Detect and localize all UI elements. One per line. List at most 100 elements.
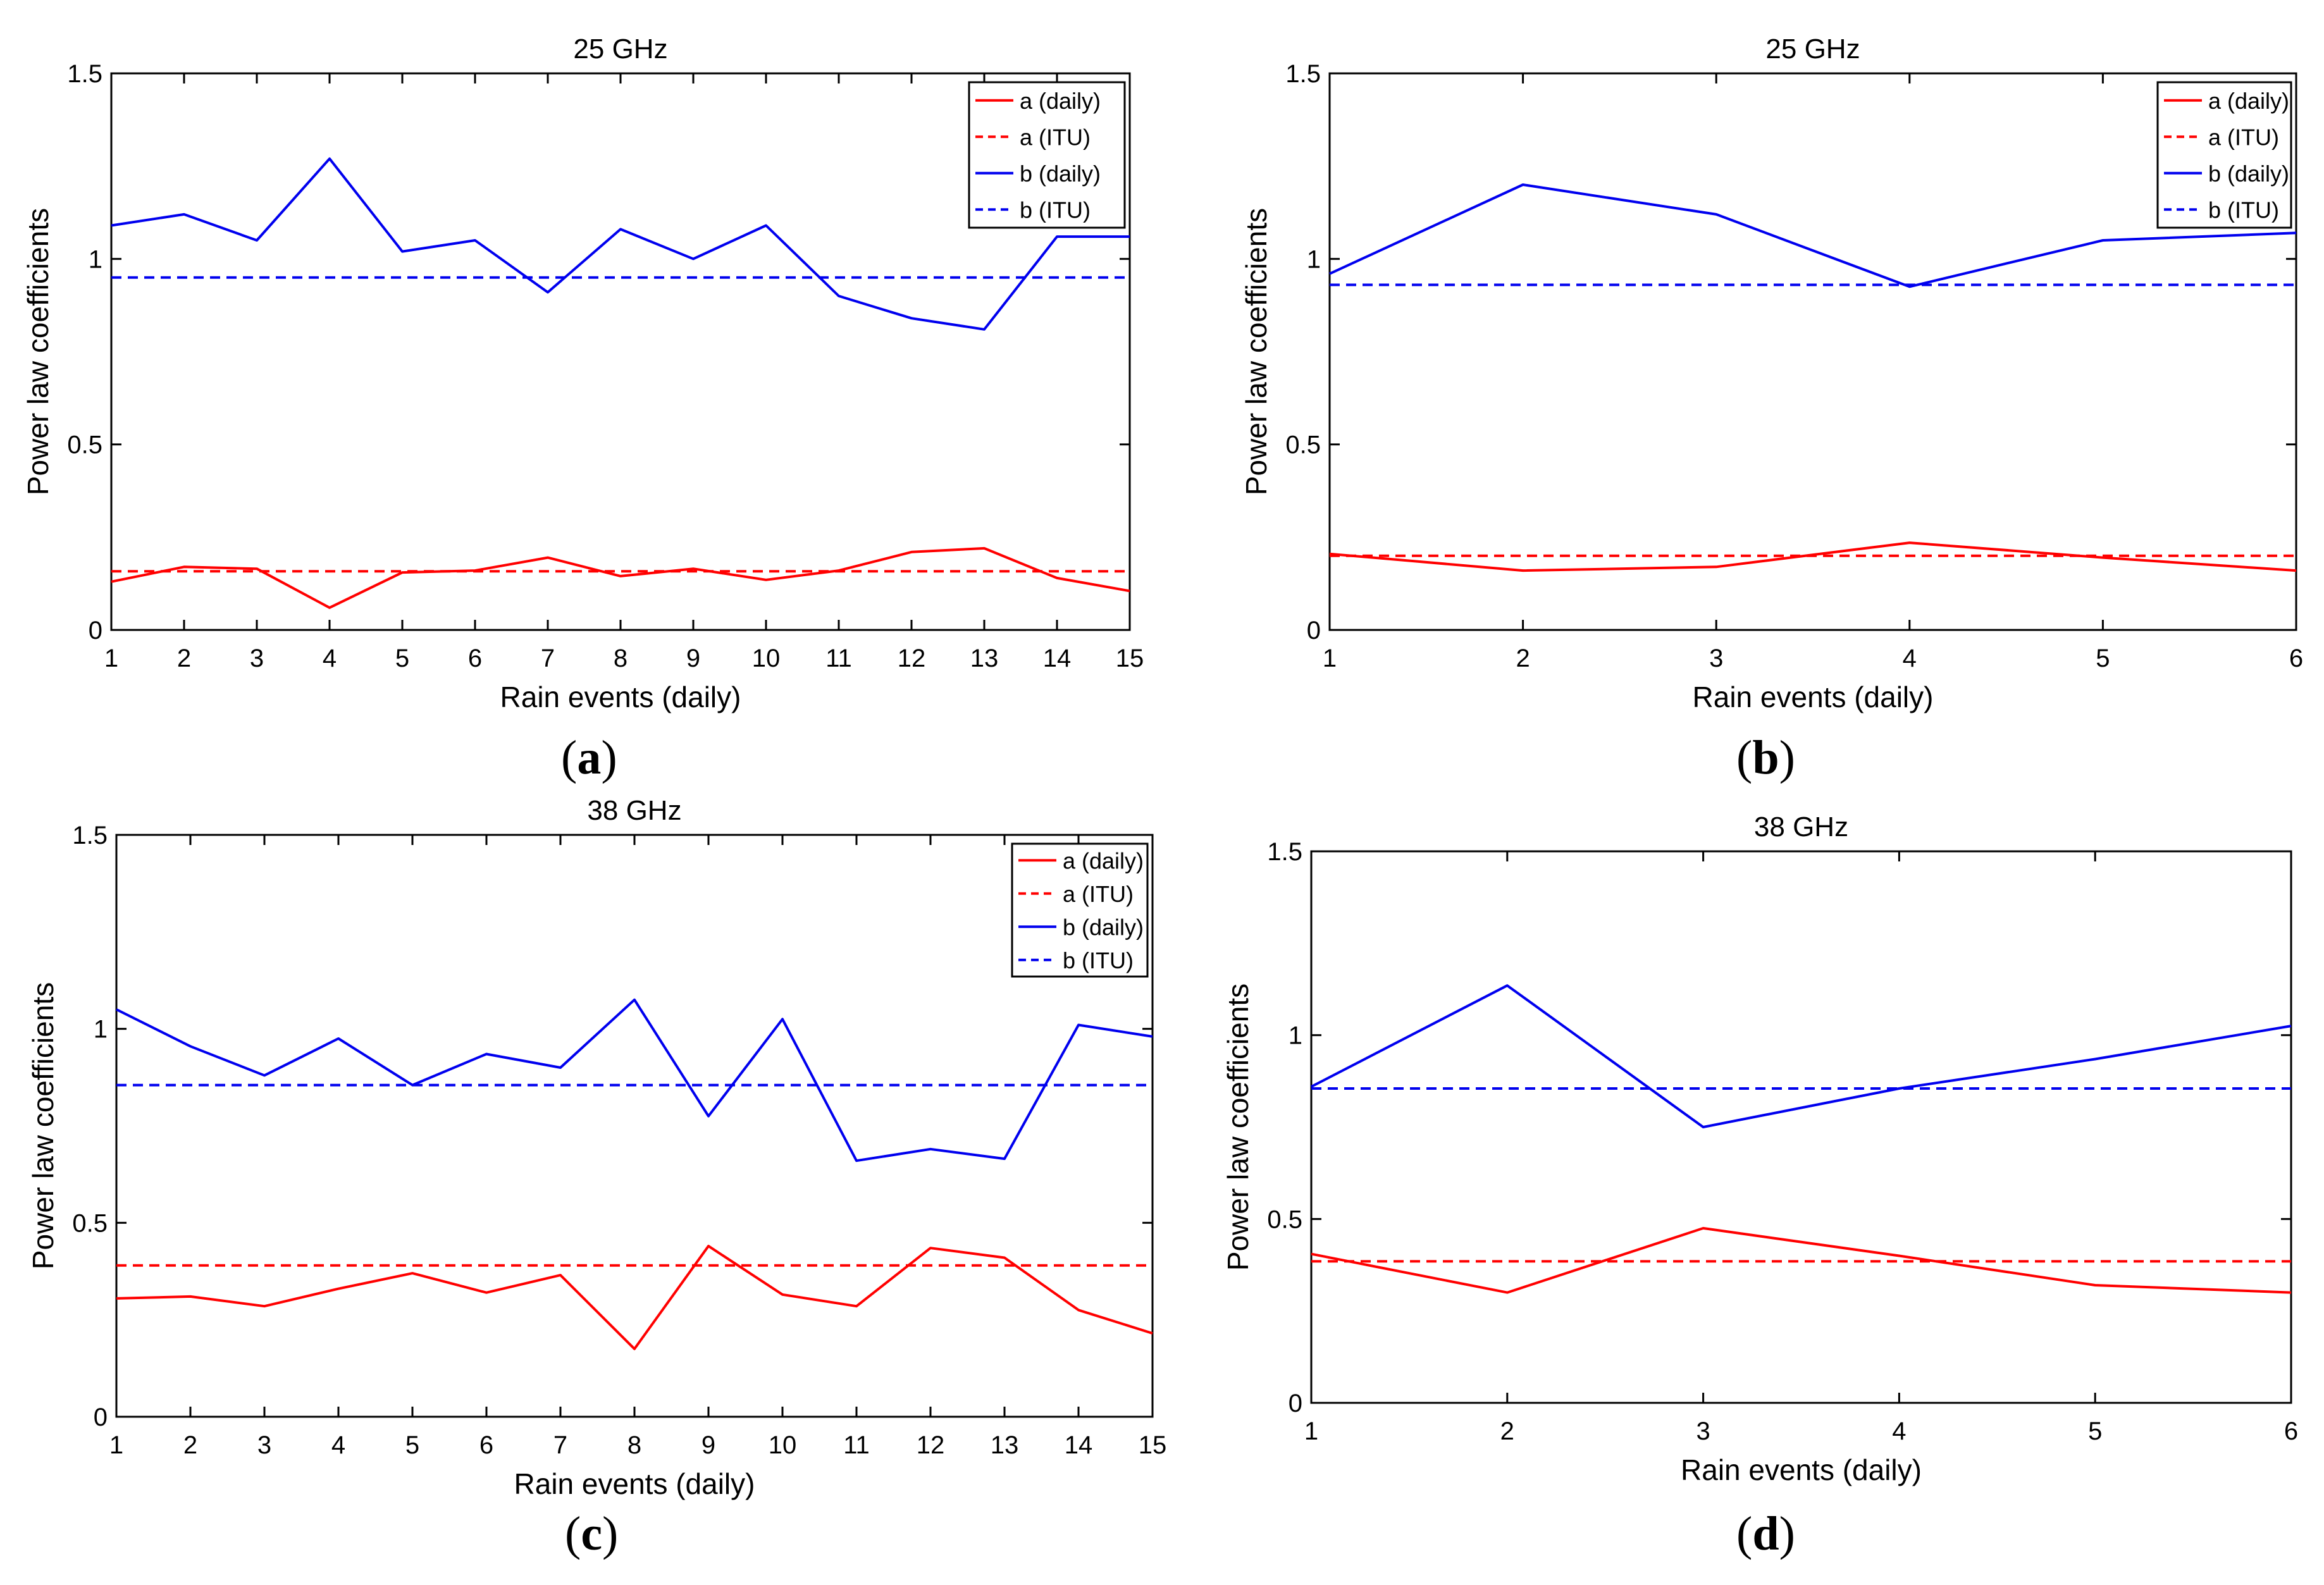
- x-tick-label: 2: [1500, 1417, 1514, 1445]
- x-tick-label: 5: [395, 644, 409, 672]
- chart-title: 38 GHz: [587, 795, 681, 826]
- y-tick-label: 1.5: [67, 60, 102, 88]
- x-tick-label: 1: [1304, 1417, 1318, 1445]
- chart-title: 25 GHz: [1765, 34, 1860, 65]
- series-a-daily: [1311, 1226, 2292, 1294]
- series-b-daily: [111, 157, 1130, 331]
- x-tick-label: 3: [1709, 644, 1723, 672]
- x-tick-label: 6: [2289, 644, 2303, 672]
- x-tick-label: 4: [331, 1431, 345, 1459]
- chart-title: 25 GHz: [573, 34, 667, 65]
- legend-label: b (daily): [1063, 914, 1144, 940]
- y-axis-label: Power law coefficients: [1221, 984, 1254, 1271]
- series-b-daily: [1329, 183, 2297, 288]
- y-axis-label: Power law coefficients: [27, 982, 59, 1269]
- x-tick-label: 6: [2284, 1417, 2298, 1445]
- x-tick-label: 2: [177, 644, 191, 672]
- axes-box: [1328, 72, 2297, 631]
- y-tick-label: 1: [94, 1016, 108, 1044]
- x-axis-label: Rain events (daily): [514, 1467, 755, 1500]
- panel-label-a: (a): [561, 731, 617, 784]
- legend-box: [968, 81, 1126, 229]
- x-tick-label: 14: [1065, 1431, 1093, 1459]
- series-a-daily: [111, 546, 1130, 609]
- legend-label: a (ITU): [1063, 881, 1134, 907]
- legend-label: b (daily): [1020, 161, 1101, 187]
- x-tick-label: 12: [898, 644, 926, 672]
- legend: a (daily) a (ITU) b (daily) b (ITU): [2156, 81, 2292, 229]
- y-tick-label: 0.5: [72, 1209, 108, 1237]
- y-tick-label: 0.5: [1285, 431, 1321, 459]
- y-tick-label: 1: [89, 245, 102, 273]
- x-tick-label: 1: [109, 1431, 123, 1459]
- x-tick-label: 7: [541, 644, 555, 672]
- series-b-daily: [116, 998, 1153, 1163]
- axes-box: [115, 834, 1154, 1418]
- x-tick-label: 5: [2088, 1417, 2102, 1445]
- y-tick-label: 1.5: [72, 822, 108, 849]
- x-tick-label: 11: [825, 644, 852, 672]
- chart-title: 38 GHz: [1754, 811, 1848, 842]
- chart-1: 25 GHz 1 2 3 4 5 6 0 0.5 1 1.5 Rain events (daily) P…: [1240, 34, 2303, 713]
- panel-label-b: (b): [1736, 731, 1795, 784]
- legend: a (daily) a (ITU) b (daily) b (ITU): [1011, 842, 1149, 978]
- y-tick-label: 0: [1307, 617, 1321, 644]
- legend-label: a (ITU): [2208, 124, 2279, 150]
- x-tick-label: 3: [1696, 1417, 1710, 1445]
- series-a-daily: [116, 1245, 1153, 1350]
- x-tick-label: 13: [991, 1431, 1019, 1459]
- legend-label: b (ITU): [1020, 197, 1091, 223]
- panel-label-c: (c): [565, 1507, 619, 1560]
- x-tick-label: 3: [257, 1431, 271, 1459]
- legend-label: a (daily): [2208, 88, 2289, 114]
- x-tick-label: 2: [1516, 644, 1530, 672]
- x-tick-label: 1: [104, 644, 118, 672]
- x-tick-label: 9: [702, 1431, 715, 1459]
- x-tick-label: 2: [183, 1431, 197, 1459]
- axes-box: [1310, 850, 2292, 1404]
- y-tick-label: 0: [94, 1403, 108, 1431]
- chart-3: 38 GHz 1 2 3 4 5 6 0 0.5 1 1.5 Rain events (daily) P…: [1221, 811, 2298, 1486]
- x-tick-label: 14: [1043, 644, 1072, 672]
- y-tick-label: 0.5: [1267, 1206, 1302, 1233]
- legend-label: b (daily): [2208, 161, 2289, 187]
- x-tick-label: 13: [970, 644, 999, 672]
- y-tick-label: 0: [1289, 1390, 1302, 1417]
- legend-label: b (ITU): [1063, 947, 1134, 973]
- legend-label: a (daily): [1063, 848, 1144, 873]
- y-tick-label: 0: [89, 617, 102, 644]
- y-tick-label: 1.5: [1267, 838, 1302, 866]
- x-axis-label: Rain events (daily): [1693, 681, 1934, 713]
- x-axis-label: Rain events (daily): [1681, 1453, 1922, 1486]
- x-tick-label: 10: [752, 644, 781, 672]
- x-tick-label: 1: [1323, 644, 1337, 672]
- series-b-daily: [1311, 984, 2292, 1128]
- legend-label: a (daily): [1020, 88, 1101, 114]
- y-tick-label: 0.5: [67, 431, 102, 459]
- x-tick-label: 8: [614, 644, 627, 672]
- x-tick-label: 6: [468, 644, 482, 672]
- x-tick-label: 6: [479, 1431, 493, 1459]
- legend-box: [2156, 81, 2292, 229]
- legend: a (daily) a (ITU) b (daily) b (ITU): [968, 81, 1126, 229]
- x-tick-label: 10: [769, 1431, 797, 1459]
- x-tick-label: 4: [1903, 644, 1917, 672]
- x-axis-label: Rain events (daily): [500, 681, 741, 713]
- legend-label: a (ITU): [1020, 124, 1091, 150]
- legend-box: [1011, 842, 1149, 978]
- x-tick-label: 4: [323, 644, 337, 672]
- x-tick-label: 7: [553, 1431, 567, 1459]
- x-tick-label: 12: [917, 1431, 945, 1459]
- y-axis-label: Power law coefficients: [22, 208, 54, 495]
- panel-label-d: (d): [1736, 1507, 1795, 1560]
- y-tick-label: 1.5: [1285, 60, 1321, 88]
- x-tick-label: 3: [250, 644, 264, 672]
- legend-label: b (ITU): [2208, 197, 2279, 223]
- y-tick-label: 1: [1307, 245, 1321, 273]
- x-tick-label: 11: [843, 1431, 870, 1459]
- x-tick-label: 15: [1139, 1431, 1167, 1459]
- y-tick-label: 1: [1289, 1022, 1302, 1050]
- x-tick-label: 15: [1116, 644, 1144, 672]
